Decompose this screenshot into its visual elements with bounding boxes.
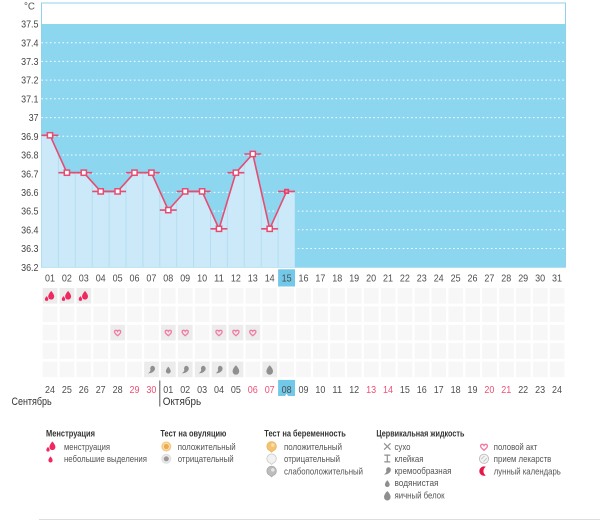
svg-text:18: 18 [332, 272, 342, 284]
svg-text:21: 21 [501, 384, 511, 396]
svg-text:03: 03 [79, 272, 89, 284]
svg-text:08: 08 [282, 384, 292, 396]
svg-text:04: 04 [214, 384, 224, 396]
svg-text:18: 18 [451, 384, 461, 396]
svg-text:яичный белок: яичный белок [395, 490, 446, 501]
svg-text:12: 12 [231, 272, 241, 284]
svg-text:10: 10 [315, 384, 325, 396]
svg-text:19: 19 [468, 384, 478, 396]
svg-text:36.5: 36.5 [21, 206, 39, 218]
svg-text:36.3: 36.3 [21, 243, 39, 255]
svg-text:36.2: 36.2 [21, 262, 39, 274]
svg-text:03: 03 [197, 384, 207, 396]
svg-text:Сентябрь: Сентябрь [12, 396, 52, 408]
svg-text:15: 15 [282, 272, 292, 284]
svg-text:25: 25 [62, 384, 72, 396]
svg-text:Октябрь: Октябрь [163, 396, 202, 408]
svg-text:23: 23 [417, 272, 427, 284]
svg-text:небольшие выделения: небольшие выделения [64, 454, 147, 465]
svg-text:Тест на беременность: Тест на беременность [264, 429, 346, 440]
svg-text:13: 13 [366, 384, 376, 396]
svg-text:36.7: 36.7 [21, 168, 39, 180]
svg-text:21: 21 [383, 272, 393, 284]
svg-text:15: 15 [400, 384, 410, 396]
svg-text:20: 20 [366, 272, 376, 284]
svg-text:лунный календарь: лунный календарь [494, 466, 561, 477]
svg-text:07: 07 [146, 272, 156, 284]
svg-text:02: 02 [180, 384, 190, 396]
svg-text:отрицательный: отрицательный [178, 454, 234, 465]
svg-text:07: 07 [265, 384, 275, 396]
svg-text:26: 26 [468, 272, 478, 284]
svg-text:06: 06 [130, 272, 140, 284]
svg-text:30: 30 [146, 384, 156, 396]
svg-text:37.4: 37.4 [21, 37, 39, 49]
svg-text:11: 11 [332, 384, 342, 396]
svg-text:28: 28 [501, 272, 511, 284]
svg-text:менструация: менструация [64, 442, 110, 453]
svg-text:клейкая: клейкая [395, 454, 424, 465]
svg-text:23: 23 [535, 384, 545, 396]
svg-text:31: 31 [552, 272, 562, 284]
svg-text:отрицательный: отрицательный [284, 454, 340, 465]
svg-text:17: 17 [315, 272, 325, 284]
svg-text:22: 22 [400, 272, 410, 284]
svg-text:02: 02 [62, 272, 72, 284]
svg-text:27: 27 [484, 272, 494, 284]
svg-text:24: 24 [45, 384, 55, 396]
svg-text:36.8: 36.8 [21, 150, 39, 162]
svg-text:11: 11 [214, 272, 224, 284]
svg-text:Менструация: Менструация [46, 429, 95, 440]
svg-text:положительный: положительный [284, 442, 342, 453]
svg-text:сухо: сухо [395, 442, 411, 453]
svg-text:слабоположительный: слабоположительный [284, 466, 363, 477]
svg-text:01: 01 [45, 272, 55, 284]
svg-text:29: 29 [518, 272, 528, 284]
svg-text:36.9: 36.9 [21, 131, 39, 143]
svg-text:37.1: 37.1 [21, 93, 39, 105]
svg-text:половой акт: половой акт [494, 442, 538, 453]
svg-text:положительный: положительный [178, 442, 236, 453]
svg-text:Тест на овуляцию: Тест на овуляцию [160, 429, 226, 440]
svg-text:30: 30 [535, 272, 545, 284]
svg-text:14: 14 [265, 272, 275, 284]
svg-text:09: 09 [180, 272, 190, 284]
svg-text:22: 22 [518, 384, 528, 396]
svg-text:10: 10 [197, 272, 207, 284]
svg-text:19: 19 [349, 272, 359, 284]
svg-text:17: 17 [434, 384, 444, 396]
svg-text:36.4: 36.4 [21, 224, 39, 236]
svg-text:кремообразная: кремообразная [395, 466, 452, 477]
svg-text:36.6: 36.6 [21, 187, 39, 199]
svg-text:водянистая: водянистая [395, 478, 439, 489]
svg-text:28: 28 [113, 384, 123, 396]
svg-text:27: 27 [96, 384, 106, 396]
svg-text:13: 13 [248, 272, 258, 284]
svg-text:26: 26 [79, 384, 89, 396]
svg-text:Цервикальная жидкость: Цервикальная жидкость [376, 429, 464, 440]
svg-text:08: 08 [163, 272, 173, 284]
svg-text:37.5: 37.5 [21, 19, 39, 31]
svg-text:04: 04 [96, 272, 106, 284]
svg-text:09: 09 [299, 384, 309, 396]
svg-text:°C: °C [24, 2, 35, 13]
svg-text:16: 16 [417, 384, 427, 396]
svg-text:05: 05 [231, 384, 241, 396]
svg-text:12: 12 [349, 384, 359, 396]
svg-text:25: 25 [451, 272, 461, 284]
svg-text:24: 24 [434, 272, 444, 284]
svg-text:14: 14 [383, 384, 393, 396]
svg-text:37.2: 37.2 [21, 75, 39, 87]
svg-text:24: 24 [552, 384, 562, 396]
svg-text:16: 16 [299, 272, 309, 284]
svg-text:29: 29 [130, 384, 140, 396]
svg-text:20: 20 [484, 384, 494, 396]
svg-text:37: 37 [29, 112, 39, 124]
svg-text:05: 05 [113, 272, 123, 284]
svg-text:прием лекарств: прием лекарств [494, 454, 552, 465]
svg-text:06: 06 [248, 384, 258, 396]
svg-text:01: 01 [163, 384, 173, 396]
svg-text:37.3: 37.3 [21, 56, 39, 68]
